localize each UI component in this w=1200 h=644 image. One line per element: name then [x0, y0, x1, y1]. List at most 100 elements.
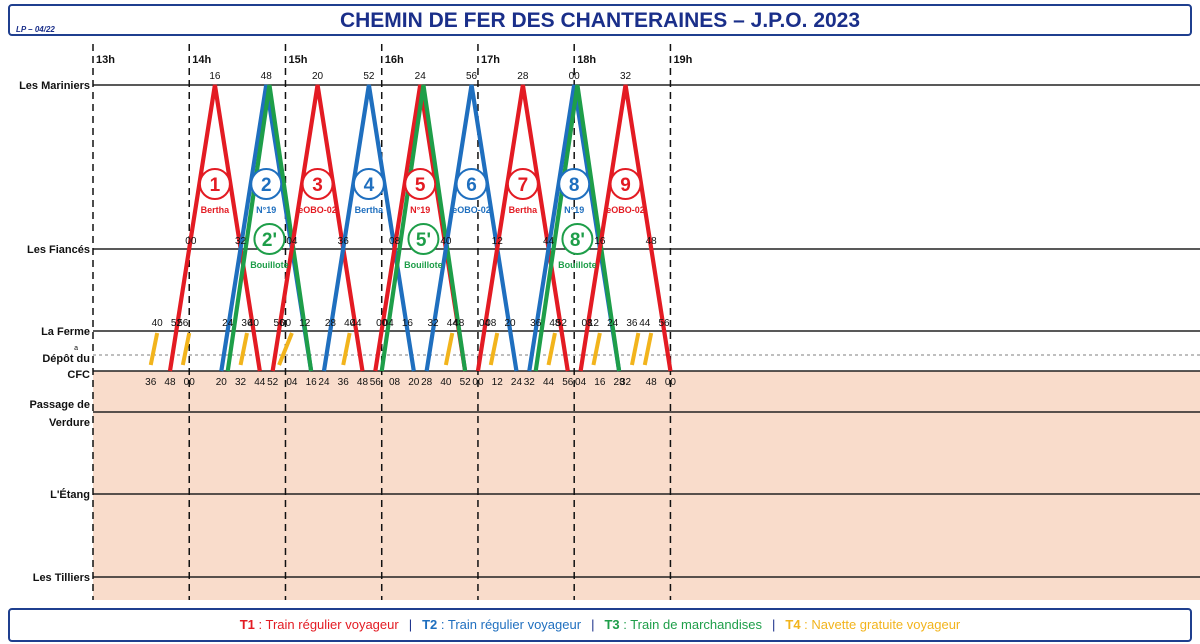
- legend-separator: |: [591, 617, 595, 632]
- train-number: 7: [518, 175, 529, 196]
- time-label: 52: [460, 377, 472, 388]
- train-path-9: [578, 84, 673, 372]
- time-label: 08: [389, 236, 401, 247]
- time-label: 24: [511, 377, 523, 388]
- train-number-circle: [404, 168, 437, 200]
- train-name: eOBO-02: [452, 205, 491, 215]
- train-number-circle: [455, 168, 488, 200]
- time-label: 36: [338, 377, 350, 388]
- train-number-circle: [506, 168, 539, 200]
- time-label: 40: [344, 318, 356, 329]
- time-label: 56: [370, 377, 382, 388]
- time-label: 44: [639, 318, 651, 329]
- train-marker-8: 8 N°19: [558, 168, 591, 215]
- time-label: 52: [171, 318, 183, 329]
- legend-item-t2: T2 : Train régulier voyageur: [422, 617, 581, 632]
- time-label: 00: [376, 318, 388, 329]
- time-label: 36: [241, 318, 253, 329]
- train-number-circle: [558, 168, 591, 200]
- train-path-7: [475, 84, 570, 372]
- time-label: 12: [299, 318, 311, 329]
- time-label: 20: [408, 377, 420, 388]
- train-name: eOBO-02: [606, 205, 645, 215]
- time-label: 08: [485, 318, 497, 329]
- time-label: 04: [286, 377, 298, 388]
- time-label: 40: [440, 236, 452, 247]
- legend-code: T3: [604, 617, 620, 632]
- time-label: 48: [164, 377, 176, 388]
- shuttle-path: [443, 332, 455, 366]
- time-label: 44: [447, 318, 459, 329]
- time-label: 20: [216, 377, 228, 388]
- depot-note: a: [74, 345, 78, 352]
- train-name: N°19: [564, 205, 584, 215]
- train-marker-2: 2 N°19: [250, 168, 283, 215]
- time-label: 24: [318, 377, 330, 388]
- train-name: Bertha: [509, 205, 539, 215]
- train-number: 8': [570, 230, 585, 251]
- time-label: 32: [620, 71, 632, 82]
- hour-label: 14h: [192, 54, 211, 66]
- time-label: 16: [402, 318, 414, 329]
- time-label: 32: [620, 377, 632, 388]
- train-path-6: [424, 84, 519, 372]
- legend-code: T2: [422, 617, 438, 632]
- train-number: 6: [466, 175, 477, 196]
- train-number: 5': [416, 230, 431, 251]
- train-marker-6: 6 eOBO-02: [452, 168, 491, 215]
- train-marker-5': 5' Bouillote: [404, 223, 443, 270]
- legend-item-t4: T4 : Navette gratuite voyageur: [785, 617, 960, 632]
- train-number: 3: [312, 175, 323, 196]
- time-label: 00: [184, 377, 196, 388]
- train-marker-3: 3 eOBO-02: [298, 168, 337, 215]
- time-label: 28: [325, 318, 337, 329]
- shuttle-path: [629, 332, 641, 366]
- time-label: 52: [267, 377, 279, 388]
- train-path-8': [533, 84, 622, 372]
- train-marker-2': 2' Bouillote: [250, 223, 289, 270]
- legend-item-t3: T3 : Train de marchandises: [604, 617, 762, 632]
- train-name: Bouillote: [250, 260, 289, 270]
- train-number: 9: [620, 175, 631, 196]
- legend-item-t1: T1 : Train régulier voyageur: [240, 617, 399, 632]
- time-label: 56: [562, 377, 574, 388]
- time-label: 36: [530, 318, 542, 329]
- hour-label: 18h: [577, 54, 596, 66]
- train-name: N°19: [256, 205, 276, 215]
- time-label: 20: [312, 71, 324, 82]
- time-label: 24: [222, 318, 234, 329]
- time-label: 00: [665, 377, 677, 388]
- time-label: 48: [549, 318, 561, 329]
- train-marker-9: 9 eOBO-02: [606, 168, 645, 215]
- shaded-zone: [93, 371, 1200, 600]
- hour-label: 15h: [288, 54, 307, 66]
- train-path-1: [167, 84, 262, 372]
- time-label: 28: [421, 377, 433, 388]
- time-label: 16: [594, 377, 606, 388]
- train-number: 2': [262, 230, 277, 251]
- station-label: Les Fiancés: [27, 244, 90, 256]
- time-label: 08: [581, 318, 593, 329]
- legend-separator: |: [408, 617, 413, 632]
- time-label: 48: [357, 377, 369, 388]
- time-label: 56: [177, 318, 189, 329]
- time-label: 32: [235, 377, 247, 388]
- train-marker-7: 7 Bertha: [506, 168, 539, 215]
- time-label: 04: [479, 318, 491, 329]
- time-label: 16: [306, 377, 318, 388]
- train-marker-1: 1 Bertha: [198, 168, 231, 215]
- train-marker-4: 4 Bertha: [352, 168, 385, 215]
- train-number-circle: [253, 223, 286, 255]
- title-banner: LP – 04/22 CHEMIN DE FER DES CHANTERAINE…: [8, 4, 1192, 36]
- time-label: 36: [338, 236, 350, 247]
- hour-label: 13h: [96, 54, 115, 66]
- shuttle-path: [238, 332, 249, 366]
- hour-label: 17h: [481, 54, 500, 66]
- time-label: 48: [261, 71, 273, 82]
- time-label: 52: [363, 71, 375, 82]
- time-label: 56: [274, 318, 286, 329]
- time-label: 32: [524, 377, 536, 388]
- time-label: 04: [575, 377, 587, 388]
- time-label: 04: [286, 236, 298, 247]
- time-label: 48: [646, 377, 658, 388]
